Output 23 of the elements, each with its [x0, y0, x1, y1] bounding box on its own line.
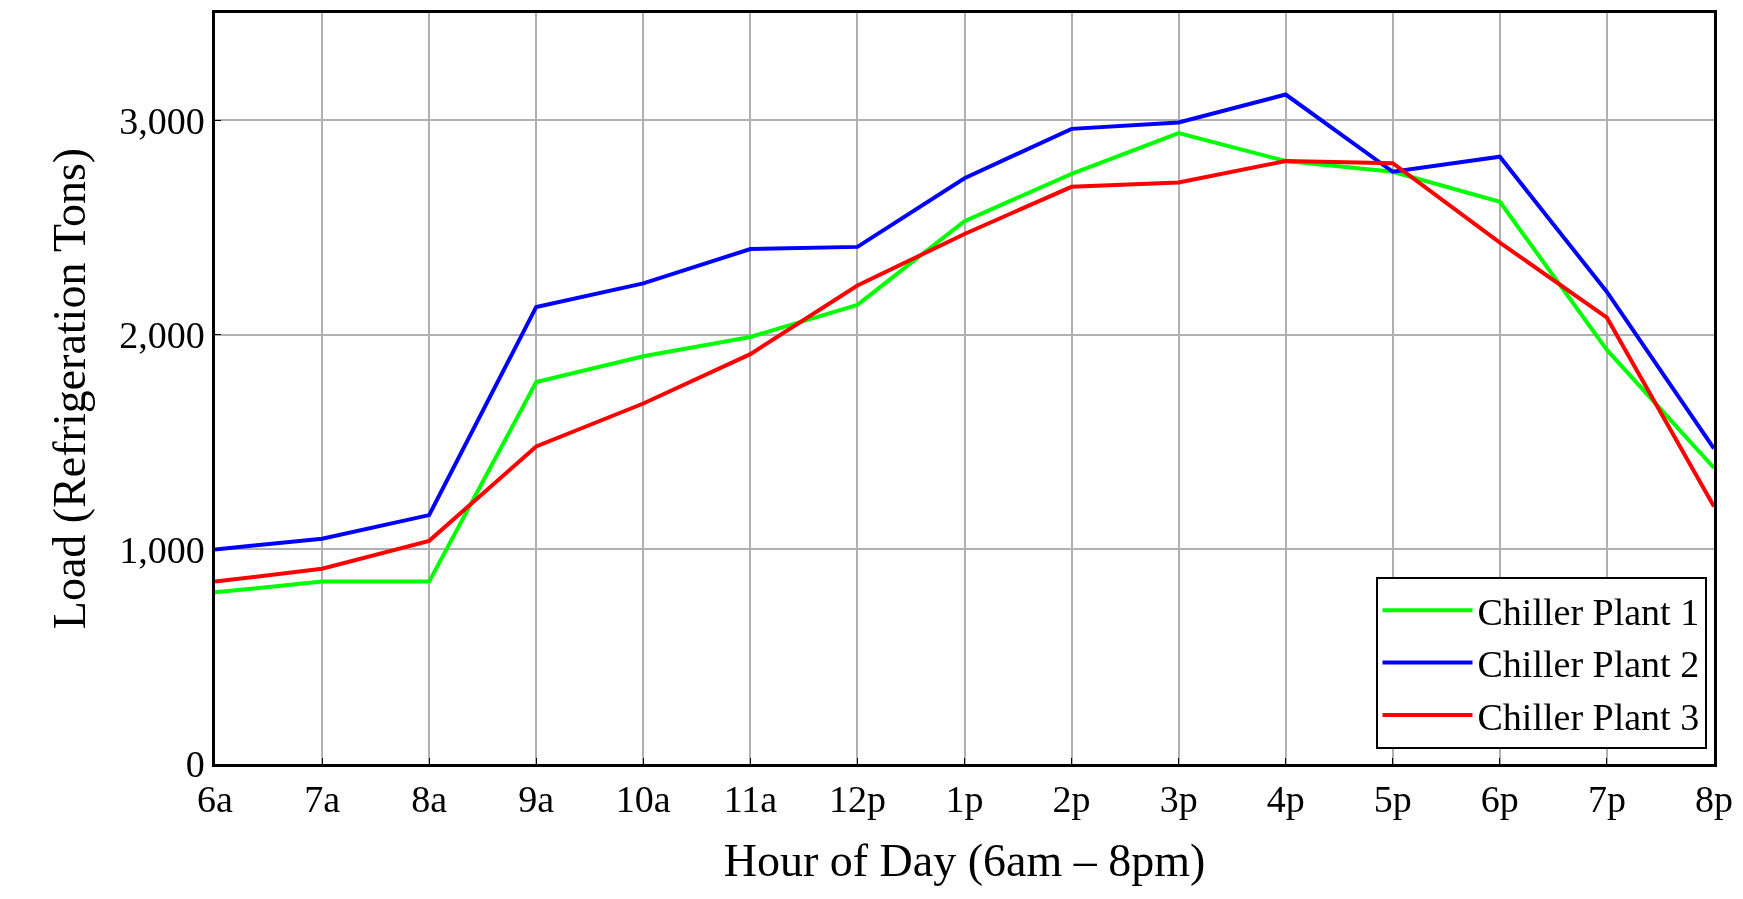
x-tick-label: 3p	[1159, 778, 1198, 821]
legend-label: Chiller Plant 1	[1477, 591, 1700, 633]
x-tick-label: 6p	[1480, 778, 1519, 821]
x-tick-label: 8a	[411, 778, 448, 821]
y-tick-label: 2,000	[119, 314, 205, 357]
x-tick-label: 7a	[304, 778, 341, 821]
x-tick-label: 5p	[1373, 778, 1412, 821]
legend-label: Chiller Plant 2	[1477, 643, 1700, 686]
x-axis-title: Hour of Day (6am – 8pm)	[723, 835, 1206, 887]
x-tick-label: 11a	[723, 778, 778, 821]
x-tick-label: 9a	[518, 778, 555, 821]
y-axis-title: Load (Refrigeration Tons)	[43, 147, 95, 630]
legend-label: Chiller Plant 3	[1477, 695, 1700, 738]
x-tick-label: 7p	[1587, 778, 1626, 821]
x-tick-label: 10a	[615, 778, 671, 821]
x-tick-label: 4p	[1266, 778, 1305, 821]
y-tick-label: 3,000	[119, 99, 205, 142]
x-tick-label: 2p	[1052, 778, 1091, 821]
x-tick-label: 12p	[828, 778, 886, 821]
y-tick-label: 1,000	[119, 528, 205, 571]
x-tick-label: 8p	[1695, 778, 1733, 821]
x-tick-label: 1p	[945, 778, 984, 821]
line-series	[215, 92, 1714, 552]
